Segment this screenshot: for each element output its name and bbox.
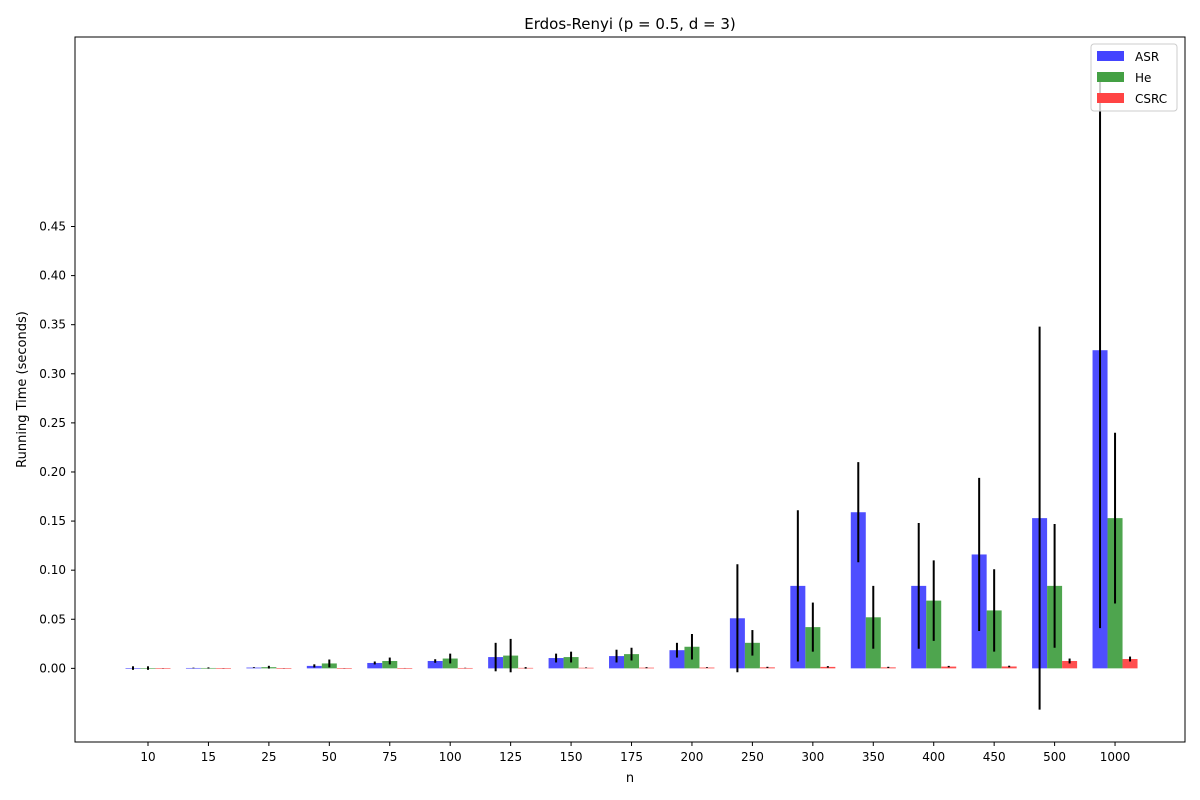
bar-csrc-400 [941,666,957,669]
errorbars-layer [132,72,1132,710]
bar-asr-150 [548,658,564,669]
y-tick-label: 0.05 [39,612,66,626]
y-tick-label: 0.25 [39,416,66,430]
x-tick-label: 250 [741,750,764,764]
legend-swatch-he [1097,72,1124,82]
x-axis-label: n [626,771,634,786]
chart-title: Erdos-Renyi (p = 0.5, d = 3) [524,15,736,33]
bar-he-150 [563,657,579,669]
x-tick-label: 300 [801,750,824,764]
x-tick-label: 75 [382,750,397,764]
x-tick-label: 450 [983,750,1006,764]
plot-area-frame [74,36,1186,743]
y-tick-label: 0.10 [39,563,66,577]
bar-csrc-25 [276,668,292,669]
y-tick-label: 0.35 [39,318,66,332]
bars-layer [125,350,1138,669]
x-tick-label: 100 [439,750,462,764]
y-tick-label: 0.30 [39,367,66,381]
y-tick-label: 0.20 [39,465,66,479]
bar-csrc-100 [457,667,473,669]
bar-he-75 [382,660,398,669]
legend-swatch-asr [1097,51,1124,61]
x-axis: 10 15 25 50 75 100 125 150 175 200 250 300 350 400 450… [140,742,1130,764]
y-tick-label: 0.45 [39,220,66,234]
x-tick-label: 150 [560,750,583,764]
bar-asr-75 [367,662,383,669]
y-axis-label: Running Time (seconds) [15,311,30,468]
bar-csrc-150 [578,667,594,669]
x-tick-label: 50 [322,750,337,764]
x-tick-label: 200 [681,750,704,764]
y-tick-label: 0.00 [39,661,66,675]
legend-label-asr: ASR [1135,50,1159,64]
bar-csrc-450 [1001,666,1017,669]
bar-asr-350 [850,512,866,669]
bar-csrc-1000 [1122,659,1138,669]
legend-label-csrc: CSRC [1135,92,1167,106]
x-tick-label: 500 [1043,750,1066,764]
bar-csrc-75 [397,668,413,669]
legend: ASR He CSRC [1090,43,1178,112]
legend-label-he: He [1135,71,1151,85]
x-tick-label: 400 [922,750,945,764]
bar-he-250 [744,642,760,669]
x-tick-label: 25 [261,750,276,764]
bar-asr-200 [669,650,685,669]
x-tick-label: 1000 [1100,750,1131,764]
legend-swatch-csrc [1097,93,1124,103]
bar-asr-15 [185,667,201,669]
bar-he-175 [624,654,640,669]
y-tick-label: 0.40 [39,269,66,283]
x-tick-label: 125 [499,750,522,764]
x-tick-label: 15 [201,750,216,764]
bar-asr-100 [427,660,443,669]
bar-csrc-10 [155,668,171,669]
x-tick-label: 350 [862,750,885,764]
y-axis: 0.00 0.05 0.10 0.15 0.20 0.25 0.30 0.35 0.40 0.45 [39,220,75,675]
bar-csrc-500 [1062,660,1078,669]
y-tick-label: 0.15 [39,514,66,528]
x-tick-label: 175 [620,750,643,764]
bar-csrc-15 [215,668,231,669]
bar-csrc-50 [336,668,352,669]
x-tick-label: 10 [140,750,155,764]
